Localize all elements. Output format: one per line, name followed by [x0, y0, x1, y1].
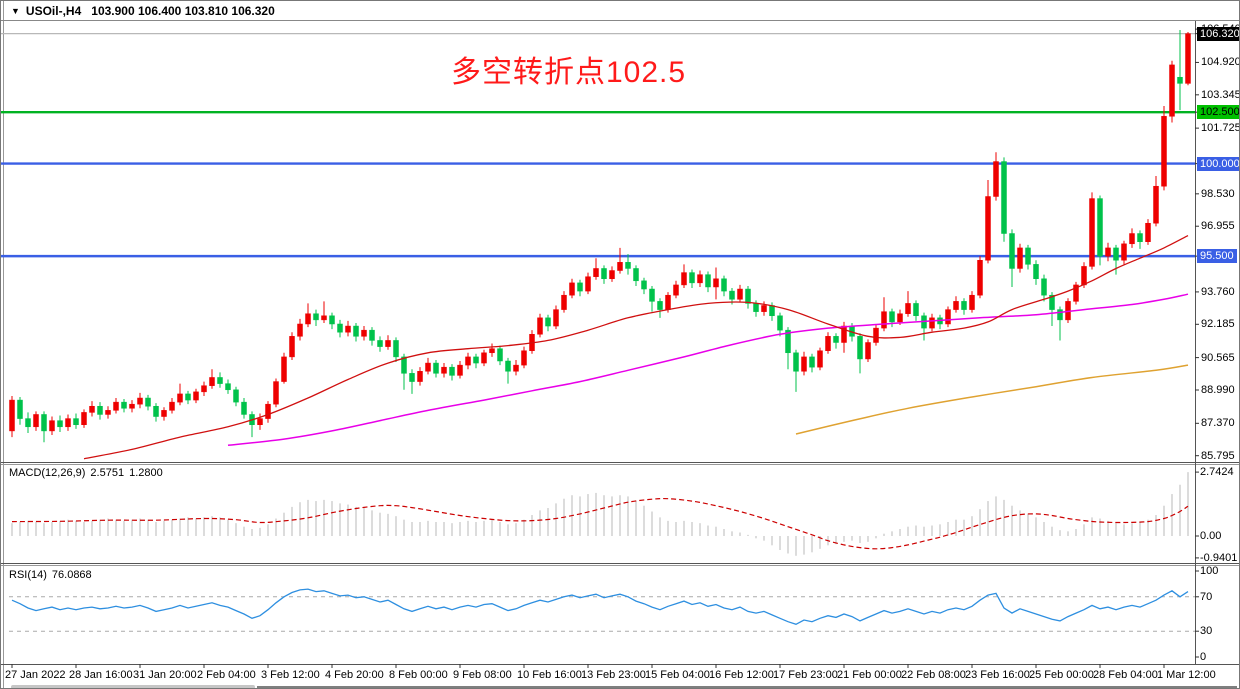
macd-axis-label: 2.7424 [1200, 466, 1234, 479]
date-label: 21 Feb 00:00 [837, 669, 902, 681]
rsi-layer [9, 588, 1195, 632]
date-label: 8 Feb 00:00 [389, 669, 448, 681]
price-level-badge[interactable]: 95.500 [1197, 249, 1237, 264]
date-label: 10 Feb 16:00 [517, 669, 582, 681]
price-axis-label: 103.345 [1201, 88, 1240, 101]
date-label: 1 Mar 12:00 [1157, 669, 1216, 681]
price-axis-label: 93.760 [1201, 285, 1235, 298]
price-level-badge[interactable]: 102.500 [1197, 105, 1239, 120]
date-label: 17 Feb 23:00 [773, 669, 838, 681]
rsi-value: 76.0868 [51, 569, 92, 581]
price-axis-label: 87.370 [1201, 417, 1235, 430]
rsi-axis-label: 0 [1200, 651, 1207, 663]
macd-main-value: 2.5751 [90, 467, 125, 479]
collapse-arrow-icon[interactable]: ▼ [11, 5, 20, 16]
date-label: 15 Feb 04:00 [645, 669, 710, 681]
macd-axis-label: -0.9401 [1200, 551, 1238, 564]
price-axis-label: 98.530 [1201, 187, 1235, 200]
date-label: 16 Feb 12:00 [709, 669, 774, 681]
price-level-badge[interactable]: 106.320 [1197, 26, 1239, 41]
date-label: 31 Jan 20:00 [133, 669, 197, 681]
ohlc-values: 103.900 106.400 103.810 106.320 [91, 3, 275, 18]
price-axis-label: 101.725 [1201, 122, 1240, 135]
macd-label: MACD(12,26,9) 2.5751 1.2800 [9, 467, 168, 479]
price-axis-label: 96.955 [1201, 220, 1235, 233]
macd-layer [11, 472, 1189, 556]
price-level-badge[interactable]: 100.000 [1197, 156, 1239, 171]
date-label: 2 Feb 04:00 [197, 669, 256, 681]
date-label: 9 Feb 08:00 [453, 669, 512, 681]
symbol-period-label: USOil-,H4 [25, 3, 82, 18]
date-label: 28 Jan 16:00 [69, 669, 133, 681]
date-label: 27 Jan 2022 [5, 669, 66, 681]
rsi-axis-label: 100 [1200, 565, 1219, 577]
date-label: 25 Feb 00:00 [1029, 669, 1094, 681]
rsi-label: RSI(14) 76.0868 [9, 569, 97, 581]
date-label: 13 Feb 23:00 [581, 669, 646, 681]
rsi-axis-label: 30 [1200, 625, 1213, 638]
annotation-text: 多空转折点102.5 [451, 56, 687, 89]
macd-name: MACD(12,26,9) [9, 467, 86, 479]
chart-titlebar[interactable]: ▼ USOil-,H4 103.900 106.400 103.810 106.… [1, 1, 1239, 21]
price-axis-label: 92.185 [1201, 318, 1235, 331]
date-label: 23 Feb 16:00 [965, 669, 1030, 681]
date-label: 3 Feb 12:00 [261, 669, 320, 681]
scrollbar-thumb[interactable] [11, 685, 255, 688]
main-chart-layer [1, 29, 1195, 460]
macd-signal-value: 1.2800 [129, 467, 163, 479]
date-label: 4 Feb 20:00 [325, 669, 384, 681]
price-axis-label: 85.795 [1201, 449, 1235, 462]
macd-axis-label: 0.00 [1200, 530, 1222, 542]
price-axis-label: 90.565 [1201, 351, 1235, 364]
rsi-axis-label: 70 [1200, 590, 1213, 603]
price-axis-label: 88.990 [1201, 383, 1235, 396]
date-label: 22 Feb 08:00 [901, 669, 966, 681]
chart-chrome [1, 21, 1239, 688]
date-label: 28 Feb 04:00 [1093, 669, 1158, 681]
rsi-name: RSI(14) [9, 569, 47, 581]
price-axis-label: 104.920 [1201, 56, 1240, 69]
